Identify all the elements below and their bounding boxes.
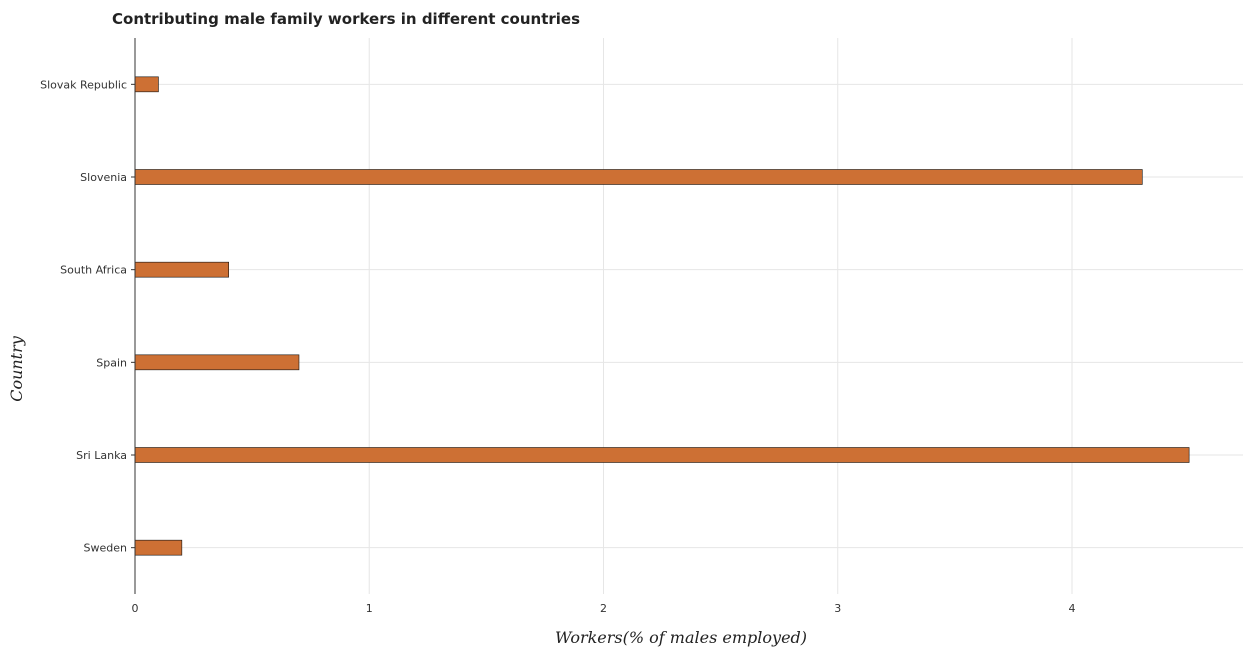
- bar-slovenia: [134, 169, 1143, 185]
- x-tick-label: 3: [834, 602, 841, 615]
- grid: [134, 38, 1243, 594]
- x-tick-label: 2: [600, 602, 607, 615]
- bars: [134, 76, 1190, 556]
- y-tick-label: Slovenia: [80, 171, 127, 184]
- x-tick-label: 0: [132, 602, 139, 615]
- bar-sweden: [134, 539, 183, 556]
- chart-title: Contributing male family workers in diff…: [112, 10, 580, 28]
- bar-south-africa: [134, 261, 229, 278]
- y-axis-label: Country: [7, 335, 26, 402]
- y-tick-label: Sri Lanka: [76, 449, 127, 462]
- y-tick-label: Slovak Republic: [40, 78, 127, 91]
- bar-spain: [134, 354, 300, 371]
- bar-slovak-republic: [134, 76, 159, 93]
- axes: Slovak Republic Slovenia South Africa Spain…: [40, 38, 1075, 615]
- bar-sri-lanka: [134, 447, 1190, 463]
- y-tick-label: Sweden: [84, 542, 127, 555]
- y-tick-label: South Africa: [60, 264, 127, 277]
- y-tick-label: Spain: [96, 356, 127, 369]
- x-tick-label: 4: [1068, 602, 1075, 615]
- x-axis-label: Workers(% of males employed): [555, 628, 807, 647]
- x-tick-label: 1: [366, 602, 373, 615]
